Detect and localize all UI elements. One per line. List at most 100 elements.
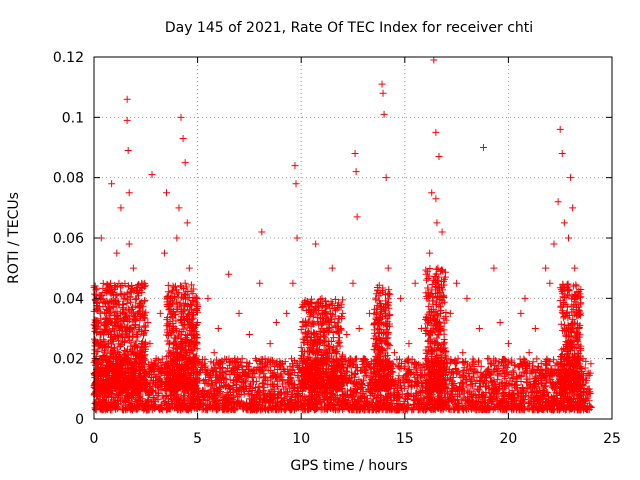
y-axis-label: ROTI / TECUs (6, 192, 22, 284)
data-point (289, 363, 297, 371)
data-point (499, 398, 507, 406)
data-point (235, 363, 243, 371)
data-point (212, 356, 220, 364)
data-point (334, 397, 342, 405)
data-point (329, 391, 337, 399)
data-point (404, 359, 412, 367)
data-point (262, 363, 270, 371)
data-point (255, 373, 263, 381)
data-point (261, 405, 269, 413)
data-point (227, 385, 235, 393)
data-point (587, 360, 595, 368)
data-point (253, 357, 261, 365)
data-point (586, 369, 594, 377)
data-point (292, 359, 300, 367)
data-point (390, 392, 398, 400)
data-point (283, 389, 291, 397)
data-point (396, 355, 404, 363)
data-point (259, 379, 267, 387)
chart-title: Day 145 of 2021, Rate Of TEC Index for r… (165, 20, 533, 36)
data-point (495, 399, 503, 407)
data-point (207, 365, 215, 373)
data-point (125, 401, 133, 409)
data-point (286, 362, 294, 370)
data-point (225, 361, 233, 369)
data-point (201, 376, 209, 384)
data-point (465, 362, 473, 370)
data-point (529, 358, 537, 366)
data-point (351, 370, 359, 378)
data-point (252, 377, 260, 385)
data-point (468, 391, 476, 399)
data-point (549, 356, 557, 364)
data-point (252, 366, 260, 374)
data-point (244, 373, 252, 381)
data-point (280, 385, 288, 393)
data-point (259, 364, 267, 372)
data-point (128, 406, 136, 414)
data-point (238, 355, 246, 363)
data-point (209, 366, 217, 374)
data-point (501, 374, 509, 382)
data-point (358, 380, 366, 388)
data-point (270, 381, 278, 389)
data-point (521, 395, 529, 403)
data-point (158, 355, 166, 363)
data-point (476, 386, 484, 394)
data-point (312, 399, 320, 407)
data-point (542, 365, 550, 373)
data-point (524, 384, 532, 392)
data-point (458, 379, 466, 387)
data-point (523, 365, 531, 373)
data-point (300, 393, 308, 401)
data-point (446, 376, 454, 384)
data-point (242, 385, 250, 393)
data-point (494, 386, 502, 394)
data-point (474, 385, 482, 393)
data-point (463, 376, 471, 384)
data-point (506, 380, 514, 388)
data-point (261, 390, 269, 398)
data-point (563, 395, 571, 403)
data-point (447, 357, 455, 365)
data-point (226, 376, 234, 384)
data-point (359, 360, 367, 368)
data-point (507, 398, 515, 406)
data-point (294, 373, 302, 381)
data-point (469, 401, 477, 409)
data-point (123, 299, 131, 307)
data-point (186, 405, 194, 413)
data-point (352, 379, 360, 387)
data-point (152, 388, 160, 396)
data-point (346, 387, 354, 395)
data-point (144, 392, 152, 400)
data-point (278, 380, 286, 388)
data-point (224, 364, 232, 372)
data-point (454, 355, 462, 363)
data-point (359, 388, 367, 396)
data-point (346, 377, 354, 385)
data-point (521, 359, 529, 367)
data-point (96, 393, 104, 401)
data-point (416, 388, 424, 396)
data-point (469, 359, 477, 367)
data-point (348, 361, 356, 369)
x-axis-label: GPS time / hours (290, 458, 407, 474)
data-point (294, 371, 302, 379)
grid (94, 57, 612, 419)
data-point (222, 367, 230, 375)
data-point (491, 366, 499, 374)
data-point (391, 404, 399, 412)
data-point (451, 356, 459, 364)
data-point (458, 386, 466, 394)
data-point (480, 370, 488, 378)
data-point (390, 378, 398, 386)
data-point (237, 391, 245, 399)
data-point (224, 390, 232, 398)
data-point (328, 389, 336, 397)
data-point (368, 390, 376, 398)
data-point (285, 376, 293, 384)
data-point (354, 363, 362, 371)
data-point (462, 381, 470, 389)
